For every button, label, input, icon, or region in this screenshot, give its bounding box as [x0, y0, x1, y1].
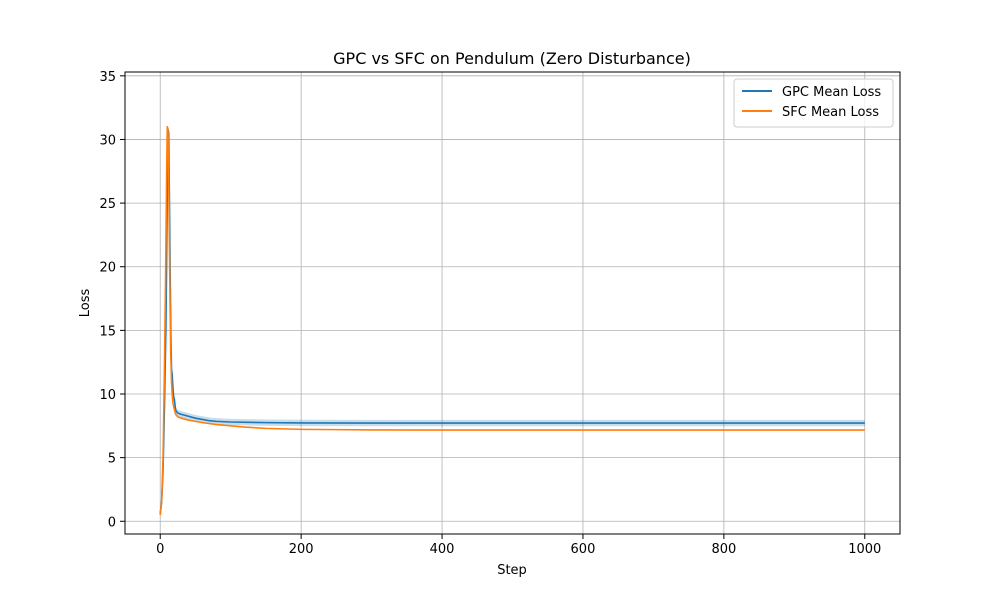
- x-tick-label: 400: [430, 542, 455, 557]
- series-line-sfc-mean-loss: [159, 125, 865, 515]
- x-tick-label: 0: [156, 542, 164, 557]
- y-tick-label: 35: [99, 70, 116, 85]
- y-tick-label: 10: [99, 388, 116, 403]
- x-tick-label: 1000: [848, 542, 881, 557]
- x-tick-label: 200: [289, 542, 314, 557]
- y-tick-label: 25: [99, 197, 116, 212]
- x-axis-label: Step: [497, 563, 527, 578]
- chart-title: GPC vs SFC on Pendulum (Zero Disturbance…: [333, 49, 691, 68]
- plot-background: [125, 72, 900, 534]
- legend-label-sfc: SFC Mean Loss: [782, 105, 879, 120]
- x-tick-label: 600: [571, 542, 596, 557]
- y-tick-label: 30: [99, 133, 116, 148]
- series-line-gpc-mean-loss: [159, 128, 865, 514]
- y-tick-label: 20: [99, 261, 116, 276]
- y-tick-label: 0: [108, 515, 116, 530]
- series-layer: [159, 125, 865, 517]
- y-axis-label: Loss: [78, 289, 93, 318]
- y-tick-label: 15: [99, 324, 116, 339]
- tick-layer: 0 200 400 600 800 1000 0 5 10 15 20 25 30 35: [99, 70, 881, 557]
- grid-layer: [125, 72, 900, 534]
- legend: GPC Mean Loss SFC Mean Loss: [733, 78, 894, 128]
- legend-label-gpc: GPC Mean Loss: [782, 85, 881, 100]
- x-tick-label: 800: [711, 542, 736, 557]
- y-tick-label: 5: [108, 452, 116, 467]
- plot-frame: [124, 71, 901, 535]
- legend-box: [733, 78, 894, 128]
